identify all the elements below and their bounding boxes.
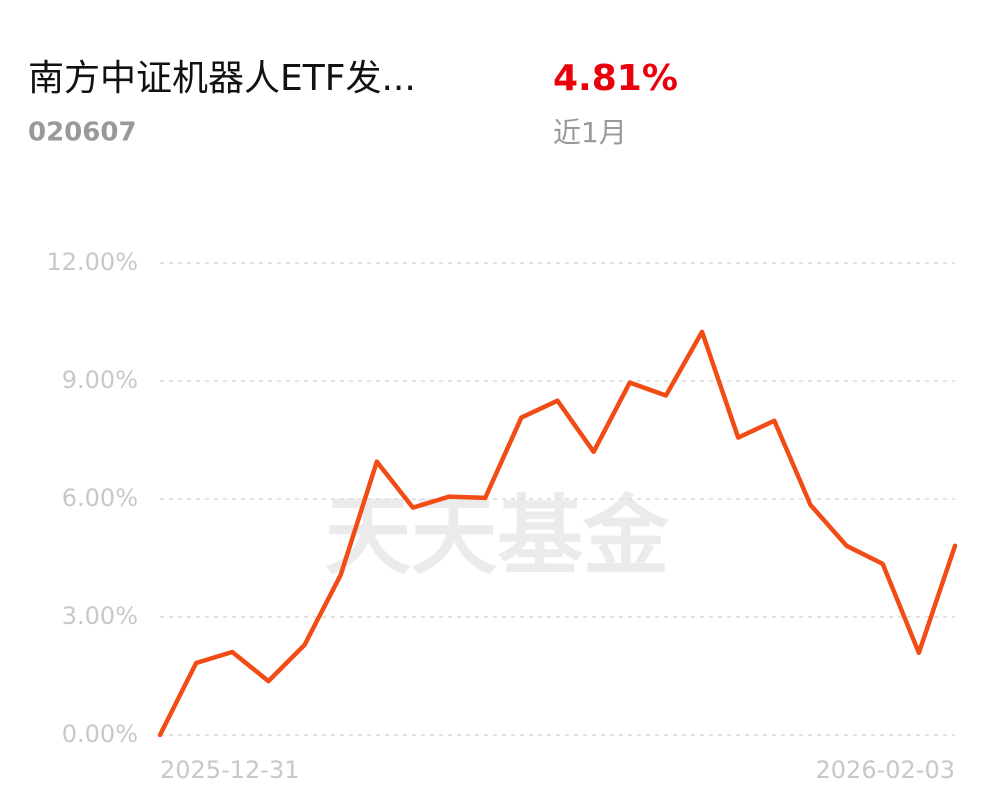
period: 近1月 bbox=[553, 116, 627, 149]
fund-title: 南方中证机器人ETF发... bbox=[28, 58, 416, 99]
x-tick-label: 2026-02-03 bbox=[816, 756, 955, 784]
y-tick-label: 3.00% bbox=[62, 602, 138, 630]
y-tick-label: 0.00% bbox=[62, 720, 138, 748]
fund-code: 020607 bbox=[28, 118, 137, 148]
x-tick-label: 2025-12-31 bbox=[160, 756, 299, 784]
watermark: 天天基金 bbox=[325, 486, 670, 587]
fund-return: 4.81% bbox=[553, 58, 678, 99]
y-tick-label: 12.00% bbox=[46, 248, 138, 276]
line-series bbox=[157, 329, 958, 738]
y-tick-label: 6.00% bbox=[62, 484, 138, 512]
y-tick-label: 9.00% bbox=[62, 366, 138, 394]
